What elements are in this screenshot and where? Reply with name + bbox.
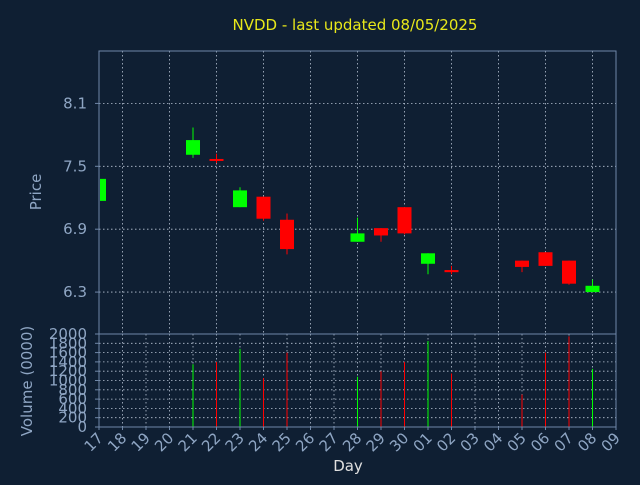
candle-body [186,140,200,155]
x-ticks: 1718192021222324252627282930010203040506… [81,427,624,455]
candle-body [350,233,365,242]
candle-body [444,270,459,273]
x-tick-label: 07 [551,429,577,455]
candle-body [100,178,106,201]
volume-y-tick-label: 400 [58,399,87,417]
x-tick-label: 09 [598,429,624,455]
x-tick-label: 04 [480,429,506,455]
x-tick-label: 21 [175,429,201,455]
volume-y-tick-label: 0 [77,418,87,436]
volume-axis-label: Volume (0000) [18,326,36,436]
x-tick-label: 28 [339,429,365,455]
x-tick-label: 01 [410,429,436,455]
candle-body [562,260,576,284]
candle-body [515,260,529,267]
volume-bars [192,336,593,427]
price-y-tick-label: 8.1 [63,94,87,112]
volume-y-tick-label: 800 [58,381,87,399]
volume-y-tick-label: 2000 [49,325,87,343]
volume-y-tick-label: 600 [58,390,87,408]
x-tick-label: 26 [292,429,318,455]
price-axis-label: Price [27,174,45,211]
volume-y-tick-label: 1200 [49,362,87,380]
x-tick-label: 06 [527,429,553,455]
candle-body [280,219,294,250]
price-y-tick-label: 6.9 [63,220,87,238]
price-candles [98,127,600,293]
price-y-ticks: 6.3 6.9 7.5 8.1 [63,94,99,301]
x-tick-label: 29 [363,429,389,455]
x-tick-label: 30 [386,429,412,455]
x-tick-label: 05 [504,429,530,455]
volume-y-tick-label: 1400 [49,353,87,371]
chart-title: NVDD - last updated 08/05/2025 [233,16,478,34]
candle-body [209,158,224,161]
volume-y-tick-label: 1000 [49,372,87,390]
price-y-tick-label: 7.5 [63,157,87,175]
candle-body [374,228,388,236]
x-tick-label: 22 [198,429,224,455]
x-tick-label: 25 [269,429,295,455]
x-tick-label: 20 [151,429,177,455]
volume-y-tick-label: 1800 [49,334,87,352]
candle-body [421,253,435,264]
x-tick-label: 08 [574,429,600,455]
x-axis-label: Day [333,457,363,475]
volume-y-tick-label: 1600 [49,344,87,362]
candle-body [233,190,247,208]
candle-body [397,207,412,234]
x-tick-label: 03 [457,429,483,455]
x-tick-label: 23 [222,429,248,455]
candle-body [256,196,271,219]
x-tick-label: 19 [128,429,154,455]
x-tick-label: 02 [433,429,459,455]
x-tick-label: 18 [104,429,130,455]
price-y-tick-label: 6.3 [63,283,87,301]
volume-y-tick-label: 200 [58,409,87,427]
x-tick-label: 27 [316,429,342,455]
candle-body [585,285,600,293]
candle-body [538,252,553,266]
x-tick-label: 24 [245,429,271,455]
price-grid [99,51,616,334]
